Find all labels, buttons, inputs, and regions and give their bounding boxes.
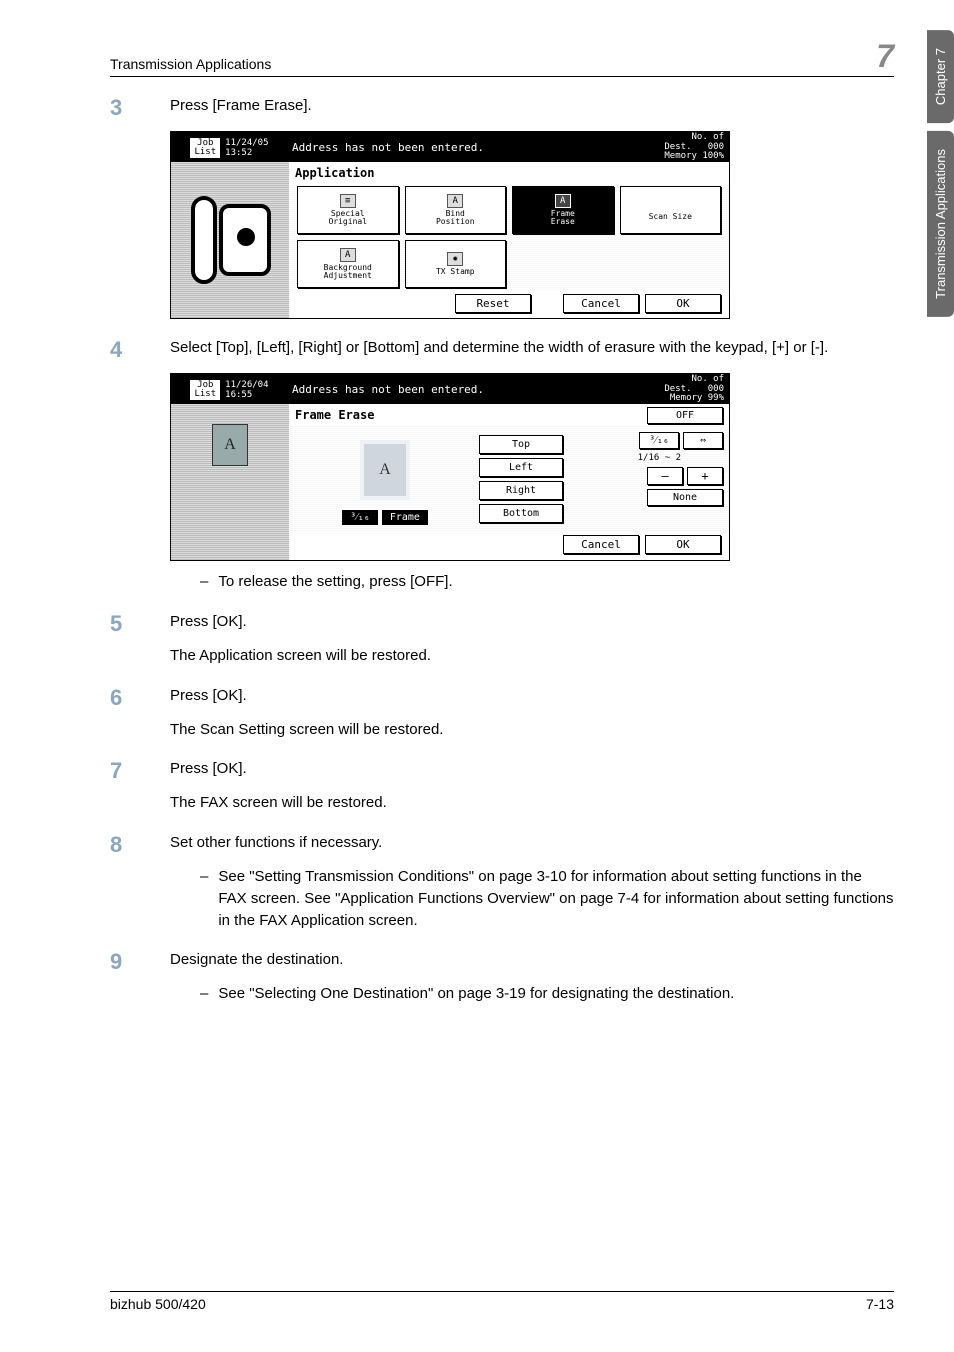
bottom-button[interactable]: Bottom [479,504,563,523]
panel1-title: Application [289,162,729,184]
step-3-text: Press [Frame Erase]. [170,95,894,121]
step-8-sub: –See "Setting Transmission Conditions" o… [200,866,894,931]
right-button[interactable]: Right [479,481,563,500]
step-4-num: 4 [110,337,170,363]
frame-erase-panel: Job List 11/26/04 16:55 Address has not … [170,373,730,561]
current-value-display: ³⁄₁₆ [639,432,679,449]
step-4-sub: –To release the setting, press [OFF]. [200,571,894,593]
panel2-dest: No. of Dest. 000 [664,375,724,395]
step-5-after: The Application screen will be restored. [170,645,894,667]
step-8-text: Set other functions if necessary. [170,832,894,858]
side-tabs: Chapter 7 Transmission Applications [927,30,954,317]
scan-size-button[interactable]: Scan Size [620,186,722,234]
background-adjustment-button[interactable]: ABackground Adjustment [297,240,399,288]
step-6-text: Press [OK]. [170,685,894,711]
panel2-address: Address has not been entered. [288,383,664,396]
header-title: Transmission Applications [110,56,271,72]
cancel-button[interactable]: Cancel [563,294,639,313]
none-button[interactable]: None [647,489,723,506]
frame-erase-button[interactable]: AFrame Erase [512,186,614,234]
step-6-after: The Scan Setting screen will be restored… [170,719,894,741]
frame-label: Frame [382,510,428,525]
step-3-num: 3 [110,95,170,121]
step-9-num: 9 [110,949,170,975]
current-value-label: ³⁄₁₆ [342,510,378,525]
page-preview-icon: A [360,440,410,500]
footer-right: 7-13 [866,1296,894,1312]
step-6-num: 6 [110,685,170,711]
header-chapter-num: 7 [876,40,894,72]
step-9-sub: –See "Selecting One Destination" on page… [200,983,894,1005]
step-5-num: 5 [110,611,170,637]
special-original-button[interactable]: ≡Special Original [297,186,399,234]
unit-toggle-button[interactable]: ⇔ [683,432,723,449]
left-button[interactable]: Left [479,458,563,477]
step-7-text: Press [OK]. [170,758,894,784]
step-4-text: Select [Top], [Left], [Right] or [Bottom… [170,337,894,363]
panel1-datetime: 11/24/05 13:52 [221,138,268,158]
step-7-after: The FAX screen will be restored. [170,792,894,814]
step-9-text: Designate the destination. [170,949,894,975]
footer-left: bizhub 500/420 [110,1296,206,1312]
side-tab-chapter: Chapter 7 [927,30,954,123]
panel2-title: Frame Erase [295,406,374,424]
plus-button[interactable]: + [687,467,723,485]
cancel-button-2[interactable]: Cancel [563,535,639,554]
bind-position-button[interactable]: ABind Position [405,186,507,234]
job-list-label[interactable]: Job List [194,139,216,157]
step-5-text: Press [OK]. [170,611,894,637]
job-list-label-2[interactable]: Job List [194,381,216,399]
step-7-num: 7 [110,758,170,784]
ok-button[interactable]: OK [645,294,721,313]
ok-button-2[interactable]: OK [645,535,721,554]
tx-stamp-button[interactable]: ✹TX Stamp [405,240,507,288]
off-button[interactable]: OFF [647,407,723,424]
panel1-address: Address has not been entered. [288,141,664,154]
frame-erase-icon [212,424,248,466]
side-tab-section: Transmission Applications [927,131,954,317]
reset-button[interactable]: Reset [455,294,531,313]
step-8-num: 8 [110,832,170,858]
value-range-label: 1/16 ~ 2 [638,453,723,463]
panel1-dest: No. of Dest. 000 [664,133,724,153]
panel2-datetime: 11/26/04 16:55 [221,380,268,400]
fax-icon [185,190,275,290]
application-panel: Job List 11/24/05 13:52 Address has not … [170,131,730,319]
minus-button[interactable]: — [647,467,683,485]
top-button[interactable]: Top [479,435,563,454]
